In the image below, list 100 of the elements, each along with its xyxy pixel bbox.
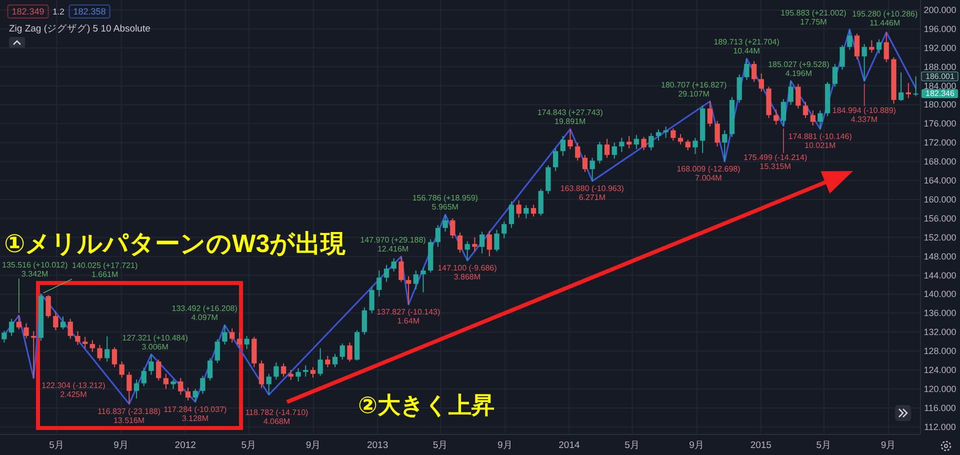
candlestick xyxy=(192,388,198,402)
candlestick xyxy=(619,137,624,153)
candlestick xyxy=(442,214,448,232)
y-tick-label: 200.000 xyxy=(924,4,956,15)
candlestick xyxy=(648,132,654,151)
candlestick xyxy=(16,314,22,330)
candlestick xyxy=(31,330,36,379)
annotation: 117.284 (-10.037) 3.128M xyxy=(164,404,228,423)
candlestick xyxy=(840,44,845,70)
candlestick xyxy=(119,361,124,378)
annotation: 137.827 (-10.143) 1.64M xyxy=(376,308,441,326)
candlestick xyxy=(802,101,808,118)
y-tick-label: 128.000 xyxy=(924,346,956,356)
y-tick-label: 156.000 xyxy=(924,213,956,224)
candlestick xyxy=(707,100,713,128)
candlestick xyxy=(141,367,146,387)
candlestick xyxy=(236,332,242,348)
candlestick xyxy=(869,40,874,54)
annotation: 175.499 (-14.214) 15.315M xyxy=(744,153,808,172)
candlestick xyxy=(678,134,684,146)
candlestick xyxy=(590,157,595,182)
candlestick xyxy=(2,330,7,344)
candlestick xyxy=(670,128,676,142)
candlestick xyxy=(148,354,154,376)
candlestick xyxy=(612,142,617,160)
candlestick xyxy=(53,310,58,331)
annotation: Zig Zag (ジグザグ) 5 10 Absolute xyxy=(9,24,150,34)
x-tick-label: 9月 xyxy=(498,440,513,451)
candlestick xyxy=(266,373,272,396)
y-tick-label: 148.000 xyxy=(924,251,956,262)
candlestick xyxy=(230,328,235,344)
y-tick-label: 124.000 xyxy=(924,365,956,376)
x-tick-label: 5月 xyxy=(49,440,64,451)
candlestick xyxy=(222,324,228,345)
candlestick xyxy=(214,338,220,364)
candlestick xyxy=(722,130,728,162)
candlestick xyxy=(604,138,610,158)
y-tick-label: 144.000 xyxy=(924,270,956,280)
x-tick-label: 9月 xyxy=(306,440,322,451)
annotation: 122.304 (-13.212) 2.425M xyxy=(42,381,106,400)
candlestick xyxy=(398,256,404,282)
candlestick xyxy=(420,267,426,293)
candlestick xyxy=(413,270,418,290)
y-tick-label: 116.000 xyxy=(924,402,956,413)
candlestick xyxy=(744,58,750,81)
y-tick-label: 180.000 xyxy=(924,100,956,110)
y-tick-label: 136.000 xyxy=(924,308,956,318)
candlestick xyxy=(391,258,396,272)
candlestick xyxy=(530,204,536,218)
candlestick xyxy=(75,330,80,346)
annotation: 135.516 (+10.012) 3.342M xyxy=(2,260,68,278)
candlestick xyxy=(479,231,485,254)
y-tick-label: 140.000 xyxy=(924,289,956,300)
candlestick xyxy=(280,362,286,378)
annotation: 127.321 (+10.484) 3.006M xyxy=(122,333,188,352)
y-tick-label: 188.000 xyxy=(924,62,956,72)
annotation: 184.994 (-10.889) 4.337M xyxy=(832,106,896,124)
candlestick xyxy=(332,353,338,368)
y-tick-label: 192.000 xyxy=(924,42,956,53)
annotation: 180.707 (+16.827) 29.107M xyxy=(660,80,727,98)
y-tick-label: 152.000 xyxy=(924,232,956,242)
candlestick xyxy=(156,359,162,381)
candlestick xyxy=(207,358,213,381)
y-tick-label: 184.000 xyxy=(924,80,956,91)
candlestick xyxy=(244,335,250,350)
y-tick-label: 196.000 xyxy=(924,24,956,34)
candlestick xyxy=(751,60,757,82)
candlestick xyxy=(913,76,918,97)
candlestick xyxy=(362,306,367,335)
candlestick xyxy=(134,379,140,399)
candlestick xyxy=(296,368,301,382)
candlestick xyxy=(472,236,478,252)
candlestick xyxy=(502,220,507,239)
candlestick xyxy=(494,229,500,252)
candlestick xyxy=(384,264,390,282)
candlestick xyxy=(818,110,823,130)
annotation: 174.881 (-10.146) 10.021M xyxy=(788,132,852,150)
candlestick xyxy=(90,340,95,353)
candlestick xyxy=(685,139,690,151)
candlestick xyxy=(634,134,640,150)
candlestick xyxy=(575,142,580,162)
annotation: 163.880 (-10.963) 6.271M xyxy=(560,184,624,202)
candlestick xyxy=(435,224,441,248)
candlestick xyxy=(406,276,412,306)
candlestick xyxy=(906,82,912,99)
candlestick xyxy=(486,230,492,257)
candlestick xyxy=(450,218,456,239)
candlestick xyxy=(60,316,66,330)
y-tick-label: 176.000 xyxy=(924,118,956,129)
candlestick xyxy=(112,346,118,368)
candlestick xyxy=(376,270,382,298)
annotation: 118.782 (-14.710) 4.068M xyxy=(245,408,309,426)
candlestick xyxy=(597,141,602,164)
candlestick xyxy=(560,135,566,156)
candlestick xyxy=(464,240,470,262)
candlestick xyxy=(796,83,801,109)
candlestick xyxy=(178,378,184,396)
candlestick xyxy=(303,364,308,378)
candlestick xyxy=(68,318,73,340)
candlestick xyxy=(736,74,742,104)
